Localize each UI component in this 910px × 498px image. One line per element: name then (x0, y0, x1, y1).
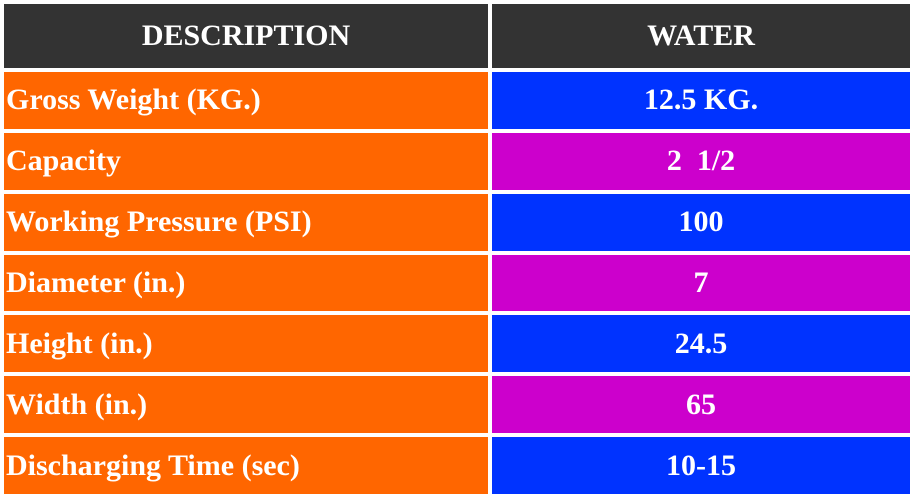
row-label-diameter: Diameter (in.) (4, 254, 488, 312)
table-row: Discharging Time (sec) 10-15 (4, 437, 910, 494)
row-label-height: Height (in.) (4, 315, 488, 373)
table-row: Height (in.) 24.5 (4, 315, 910, 373)
row-label-discharging-time: Discharging Time (sec) (4, 437, 488, 494)
table-row: Gross Weight (KG.) 12.5 KG. (4, 72, 910, 129)
row-value-gross-weight: 12.5 KG. (492, 72, 910, 129)
row-label-working-pressure: Working Pressure (PSI) (4, 193, 488, 251)
row-label-capacity: Capacity (4, 132, 488, 190)
table-row: Diameter (in.) 7 (4, 254, 910, 312)
row-value-discharging-time: 10-15 (492, 437, 910, 494)
row-value-height: 24.5 (492, 315, 910, 373)
column-header-water: WATER (492, 4, 910, 68)
table-header-row: DESCRIPTION WATER (4, 4, 910, 68)
table-row: Working Pressure (PSI) 100 (4, 193, 910, 251)
row-value-diameter: 7 (492, 254, 910, 312)
row-value-working-pressure: 100 (492, 193, 910, 251)
row-label-gross-weight: Gross Weight (KG.) (4, 72, 488, 129)
row-value-capacity: 2 1/2 (492, 132, 910, 190)
row-label-width: Width (in.) (4, 376, 488, 434)
table-row: Width (in.) 65 (4, 376, 910, 434)
column-header-description: DESCRIPTION (4, 4, 488, 68)
table-row: Capacity 2 1/2 (4, 132, 910, 190)
row-value-width: 65 (492, 376, 910, 434)
